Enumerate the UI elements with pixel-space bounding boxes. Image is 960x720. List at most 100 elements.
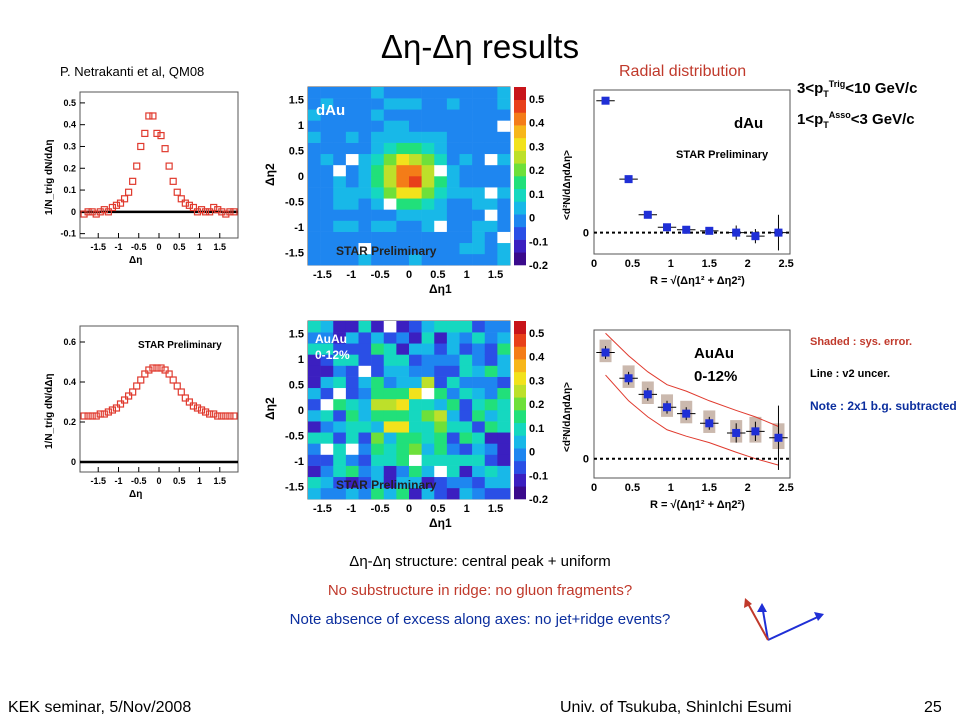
- radial-plot: 0 0.5 1 1.5 2 2.5 0 R = √(Δη1² + Δη2²) <d²N/dΔηd…: [562, 329, 794, 511]
- color-scale-label: -0.2: [529, 494, 548, 506]
- heatmap-cell: [320, 432, 334, 444]
- heatmap-cell: [396, 354, 410, 366]
- heatmap-cell: [320, 487, 334, 500]
- heatmap-cell: [396, 231, 410, 244]
- footer-author: Univ. of Tsukuba, ShinIchi Esumi: [560, 699, 792, 716]
- heatmap-cell: [409, 387, 422, 400]
- heatmap-cell: [320, 410, 334, 422]
- heatmap-cell: [383, 398, 397, 411]
- heatmap-cell: [333, 487, 347, 500]
- heatmap-cell: [320, 454, 334, 466]
- y-tick-label: 1: [298, 354, 304, 366]
- y-tick-label: 0: [298, 405, 304, 417]
- heatmap-cell: [484, 421, 498, 433]
- heatmap-cell: [472, 220, 486, 232]
- heatmap-cell: [396, 421, 410, 433]
- trigger-cut: 3<pTTrig<10 GeV/c: [797, 79, 918, 99]
- heatmap-cell: [459, 220, 473, 232]
- heatmap-cell: [459, 354, 473, 366]
- y-tick-label: 0.3: [63, 141, 76, 151]
- heatmap-cell: [383, 131, 397, 143]
- heatmap-cell: [345, 98, 359, 110]
- heatmap-cell: [497, 120, 511, 132]
- x-tick-label: -1.5: [313, 269, 332, 281]
- heatmap-cell: [396, 343, 410, 355]
- data-point: [663, 223, 672, 232]
- heatmap-cell: [421, 242, 435, 255]
- heatmap-cell: [308, 465, 321, 478]
- heatmap-cell: [371, 253, 385, 266]
- heatmap-cell: [484, 153, 498, 166]
- data-point: [112, 404, 121, 412]
- data-point: [218, 412, 226, 420]
- y-tick-label: -1.5: [285, 481, 304, 493]
- y-tick-label: -0.1: [60, 229, 76, 239]
- heatmap-cell: [383, 142, 397, 155]
- data-point: [643, 390, 652, 399]
- heatmap-cell: [371, 142, 385, 155]
- color-scale-step: [514, 188, 526, 202]
- heatmap-cell: [409, 253, 422, 266]
- heatmap-cell: [446, 476, 460, 489]
- heatmap-cell: [421, 164, 435, 177]
- heatmap-cell: [345, 387, 359, 400]
- heatmap-cell: [472, 332, 486, 344]
- heatmap-cell: [446, 120, 460, 132]
- heatmap-cell: [421, 343, 435, 355]
- data-point: [80, 412, 88, 420]
- heatmap-cell: [345, 87, 359, 99]
- data-point: [165, 370, 173, 378]
- star-preliminary-label: STAR Preliminary: [336, 244, 437, 258]
- heatmap-cell: [497, 387, 511, 400]
- heatmap-cell: [434, 476, 448, 489]
- heatmap-cell: [434, 220, 448, 232]
- data-point: [169, 376, 177, 384]
- data-point: [774, 433, 783, 442]
- plot-frame: [79, 91, 239, 239]
- color-scale-label: 0.4: [529, 352, 545, 364]
- heatmap-cell: [396, 131, 410, 143]
- heatmap-cell: [484, 131, 498, 143]
- heatmap-cell: [320, 120, 334, 132]
- data-point: [149, 112, 157, 120]
- heatmap-cell: [333, 87, 347, 99]
- data-point: [165, 162, 173, 170]
- heatmap-cell: [320, 98, 334, 110]
- data-point: [92, 412, 100, 420]
- heatmap-cell: [446, 164, 460, 177]
- heatmap-cell: [421, 476, 435, 489]
- heatmap-cell: [308, 142, 321, 155]
- heatmap-cell: [358, 153, 372, 166]
- data-point: [173, 382, 181, 390]
- heatmap-cell: [472, 109, 486, 121]
- heatmap-cell: [358, 465, 372, 478]
- heatmap-cell: [484, 321, 498, 333]
- heatmap-cell: [472, 398, 486, 411]
- sketch-arrowhead: [757, 603, 767, 612]
- data-point: [222, 412, 230, 420]
- heatmap-cell: [409, 410, 422, 422]
- heatmap-cell: [320, 153, 334, 166]
- heatmap-cell: [308, 153, 321, 166]
- heatmap-cell: [308, 354, 321, 366]
- heatmap-cell: [308, 365, 321, 377]
- heatmap-cell: [320, 253, 334, 266]
- heatmap-cell: [446, 421, 460, 433]
- color-scale-step: [514, 176, 526, 190]
- heatmap-cell: [345, 153, 359, 166]
- heatmap-cell: [371, 487, 385, 500]
- heatmap-cell: [434, 343, 448, 355]
- heatmap-cell: [308, 487, 321, 500]
- heatmap-cell: [421, 365, 435, 377]
- data-point: [193, 404, 202, 412]
- heatmap-cell: [446, 153, 460, 166]
- data-point: [80, 210, 88, 218]
- heatmap-cell: [383, 443, 397, 455]
- heatmap-cell: [472, 164, 486, 177]
- heatmap-cell: [371, 476, 385, 489]
- data-point: [137, 376, 145, 384]
- heatmap-cell: [497, 476, 511, 489]
- heatmap-cell: [472, 410, 486, 422]
- data-point: [201, 208, 210, 216]
- heatmap-cell: [345, 242, 359, 255]
